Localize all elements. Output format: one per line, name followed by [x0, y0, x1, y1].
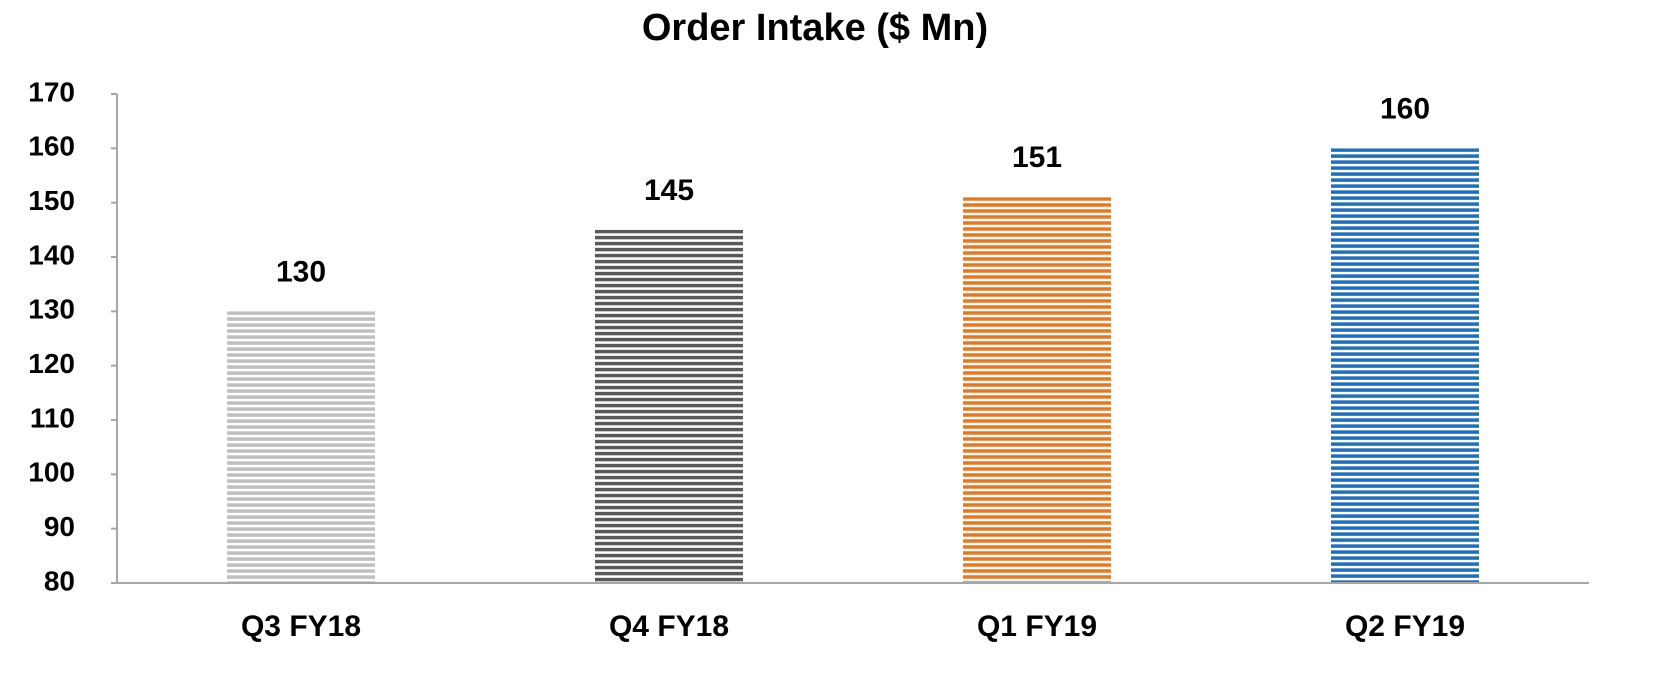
- y-tick-label: 80: [44, 565, 75, 596]
- bar: [1331, 148, 1479, 584]
- y-tick-label: 150: [28, 185, 75, 216]
- y-tick-label: 160: [28, 131, 75, 162]
- y-tick-label: 140: [28, 239, 75, 270]
- bar: [227, 311, 375, 583]
- y-tick-label: 120: [28, 348, 75, 379]
- y-tick-label: 100: [28, 457, 75, 488]
- y-tick-label: 130: [28, 294, 75, 325]
- x-tick-label: Q2 FY19: [1345, 610, 1465, 643]
- chart-title: Order Intake ($ Mn): [642, 7, 988, 49]
- y-tick-label: 170: [28, 76, 75, 107]
- x-tick-label: Q1 FY19: [977, 610, 1097, 643]
- value-label: 160: [1380, 92, 1430, 125]
- value-label: 151: [1012, 141, 1062, 174]
- x-tick-label: Q3 FY18: [241, 610, 361, 643]
- value-label: 130: [276, 255, 326, 288]
- y-tick-label: 110: [30, 402, 75, 433]
- x-tick-label: Q4 FY18: [609, 610, 729, 643]
- bar: [595, 229, 743, 584]
- y-tick-label: 90: [44, 511, 75, 542]
- bar: [963, 197, 1111, 583]
- value-label: 145: [644, 174, 694, 207]
